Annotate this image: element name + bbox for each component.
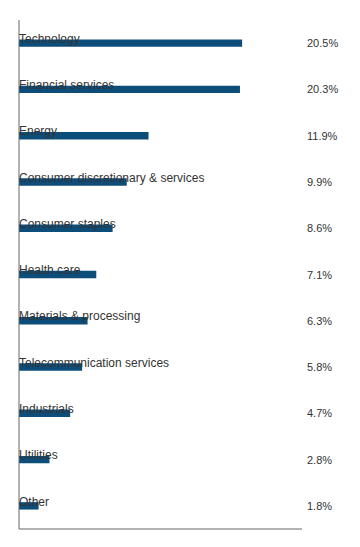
svg-text:Industrials: Industrials: [19, 402, 74, 416]
svg-text:2.8%: 2.8%: [307, 454, 332, 466]
svg-text:Health care: Health care: [19, 263, 81, 277]
svg-text:8.6%: 8.6%: [307, 222, 332, 234]
svg-text:Consumer discretionary & servi: Consumer discretionary & services: [19, 171, 204, 185]
svg-text:1.8%: 1.8%: [307, 500, 332, 512]
svg-text:Other: Other: [19, 495, 49, 509]
svg-text:6.3%: 6.3%: [307, 315, 332, 327]
svg-text:11.9%: 11.9%: [307, 130, 338, 142]
svg-text:Financial services: Financial services: [19, 78, 114, 92]
svg-text:20.5%: 20.5%: [307, 37, 338, 49]
svg-text:Energy: Energy: [19, 124, 57, 138]
svg-text:9.9%: 9.9%: [307, 176, 332, 188]
svg-text:Telecommunication services: Telecommunication services: [19, 356, 169, 370]
svg-text:20.3%: 20.3%: [307, 83, 338, 95]
svg-text:Technology: Technology: [19, 32, 80, 46]
svg-text:4.7%: 4.7%: [307, 407, 332, 419]
svg-text:Utilities: Utilities: [19, 448, 58, 462]
svg-text:5.8%: 5.8%: [307, 361, 332, 373]
svg-text:Materials & processing: Materials & processing: [19, 309, 140, 323]
svg-text:7.1%: 7.1%: [307, 269, 332, 281]
svg-text:Consumer staples: Consumer staples: [19, 217, 116, 231]
